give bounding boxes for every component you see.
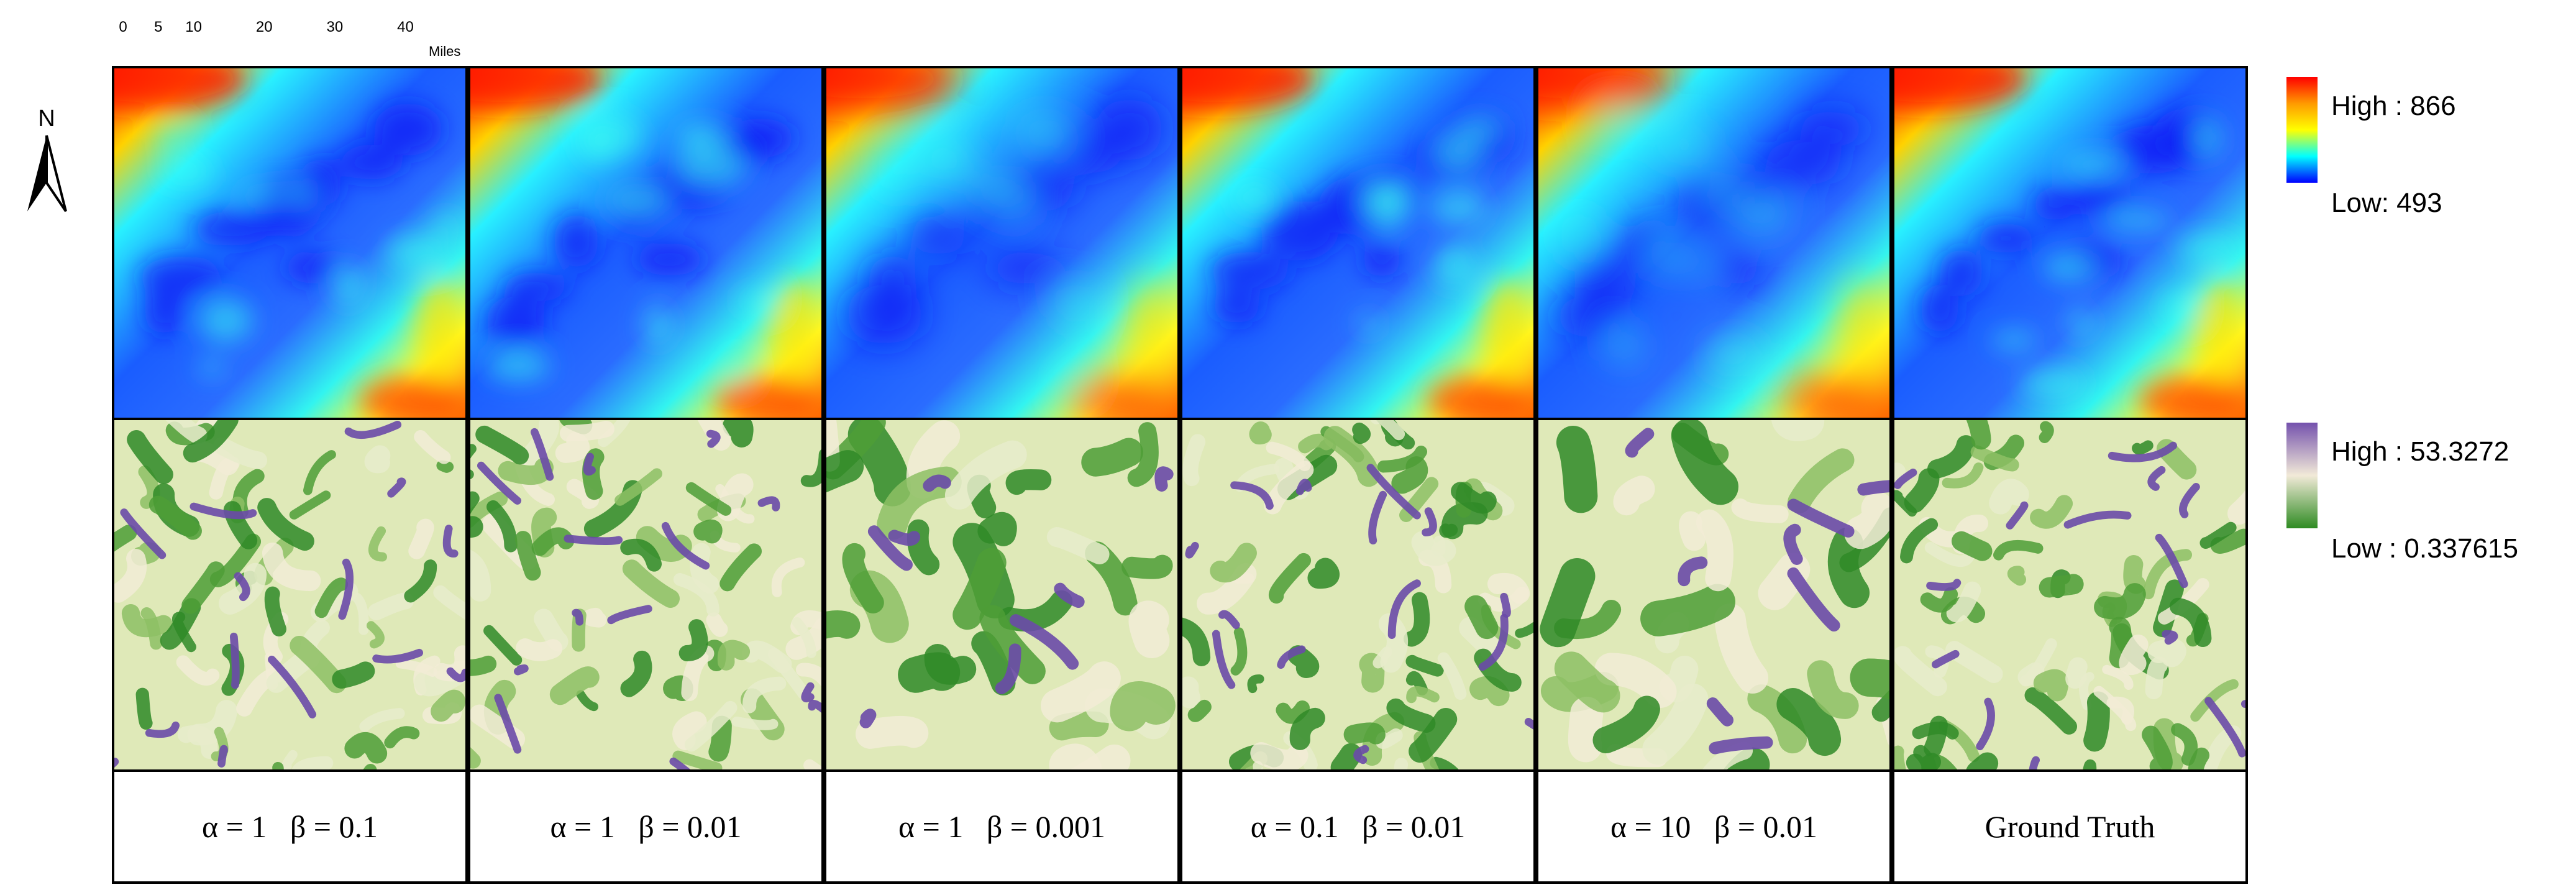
panel-label: Ground Truth xyxy=(1985,809,2155,844)
scale-tick-20: 20 xyxy=(255,19,273,35)
elevation-map xyxy=(1892,66,2248,421)
slope-map xyxy=(1892,418,2248,773)
scale-bar: 0 5 10 20 30 40 Miles xyxy=(113,19,486,81)
slope-map xyxy=(1536,418,1892,773)
scale-tick-10: 10 xyxy=(185,19,202,35)
panel-label-cell: α = 0.1 β = 0.01 xyxy=(1180,769,1536,884)
panel-column: α = 0.1 β = 0.01 xyxy=(1180,66,1536,884)
slope-map xyxy=(468,418,824,773)
panel-label: α = 1 β = 0.1 xyxy=(201,809,378,844)
scale-tick-0: 0 xyxy=(119,19,127,35)
north-letter: N xyxy=(38,106,55,132)
elevation-map xyxy=(1180,66,1536,421)
slope-map xyxy=(1180,418,1536,773)
slope-low-label: Low : 0.337615 xyxy=(2331,533,2518,564)
panel-label: α = 1 β = 0.001 xyxy=(898,809,1106,844)
panel-label-cell: Ground Truth xyxy=(1892,769,2248,884)
slope-map xyxy=(824,418,1180,773)
elevation-map xyxy=(824,66,1180,421)
scale-units: Miles xyxy=(429,44,461,59)
panel-column: α = 10 β = 0.01 xyxy=(1536,66,1892,884)
panel-column: Ground Truth xyxy=(1892,66,2248,884)
panel-column: α = 1 β = 0.01 xyxy=(468,66,824,884)
panel-label: α = 0.1 β = 0.01 xyxy=(1250,809,1466,844)
scale-tick-5: 5 xyxy=(154,19,163,35)
panel-label-cell: α = 1 β = 0.001 xyxy=(824,769,1180,884)
elevation-color-ramp xyxy=(2286,77,2318,183)
slope-high-label: High : 53.3272 xyxy=(2331,436,2510,467)
elevation-map xyxy=(1536,66,1892,421)
panel-label-cell: α = 1 β = 0.1 xyxy=(112,769,468,884)
panel-label-cell: α = 1 β = 0.01 xyxy=(468,769,824,884)
panel-column: α = 1 β = 0.1 xyxy=(112,66,468,884)
results-grid: α = 1 β = 0.1 α = 1 β = 0.01 α = 1 β = 0… xyxy=(112,66,2249,884)
panel-label: α = 10 β = 0.01 xyxy=(1610,809,1818,844)
elevation-low-label: Low: 493 xyxy=(2331,188,2442,218)
north-arrow: N xyxy=(19,106,75,224)
elevation-high-label: High : 866 xyxy=(2331,91,2456,121)
slope-color-ramp xyxy=(2286,423,2318,528)
scale-tick-40: 40 xyxy=(397,19,414,35)
north-arrow-icon xyxy=(27,135,67,213)
panel-column: α = 1 β = 0.001 xyxy=(824,66,1180,884)
elevation-map xyxy=(112,66,468,421)
panel-label-cell: α = 10 β = 0.01 xyxy=(1536,769,1892,884)
elevation-map xyxy=(468,66,824,421)
slope-map xyxy=(112,418,468,773)
scale-tick-30: 30 xyxy=(326,19,344,35)
panel-label: α = 1 β = 0.01 xyxy=(550,809,742,844)
